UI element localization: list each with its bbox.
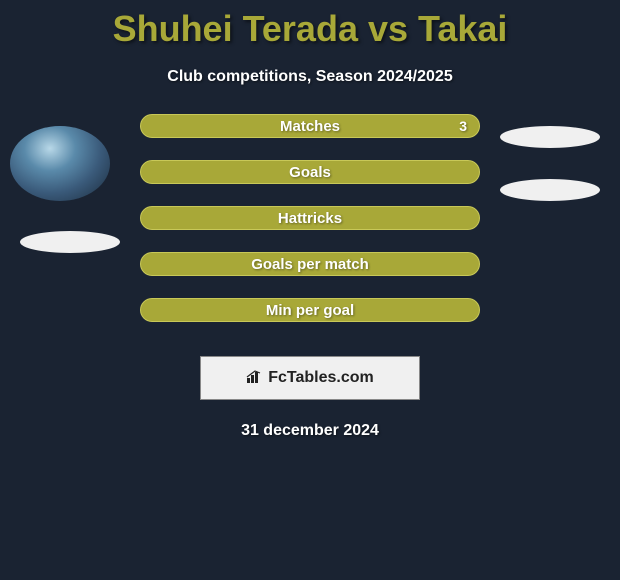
page-title: Shuhei Terada vs Takai [0, 0, 620, 50]
stat-row-gpm: Goals per match [140, 252, 480, 276]
stat-row-hattricks: Hattricks [140, 206, 480, 230]
stat-row-matches: Matches 3 [140, 114, 480, 138]
stat-value: 3 [459, 118, 467, 134]
stat-row-mpg: Min per goal [140, 298, 480, 322]
stat-label: Goals [289, 164, 331, 181]
player-avatar-left [10, 126, 110, 201]
player-placeholder-right-2 [500, 179, 600, 201]
player-placeholder-right-1 [500, 126, 600, 148]
footer-logo-text: FcTables.com [268, 369, 374, 387]
stat-label: Min per goal [266, 302, 354, 319]
stat-label: Matches [280, 118, 340, 135]
player-placeholder-left [20, 231, 120, 253]
footer-logo[interactable]: FcTables.com [200, 356, 420, 400]
stat-label: Goals per match [251, 256, 369, 273]
stat-label: Hattricks [278, 210, 342, 227]
stat-row-goals: Goals [140, 160, 480, 184]
chart-icon [246, 370, 264, 387]
page-subtitle: Club competitions, Season 2024/2025 [0, 68, 620, 86]
footer-date: 31 december 2024 [0, 422, 620, 440]
stat-rows: Matches 3 Goals Hattricks Goals per matc… [140, 114, 480, 344]
